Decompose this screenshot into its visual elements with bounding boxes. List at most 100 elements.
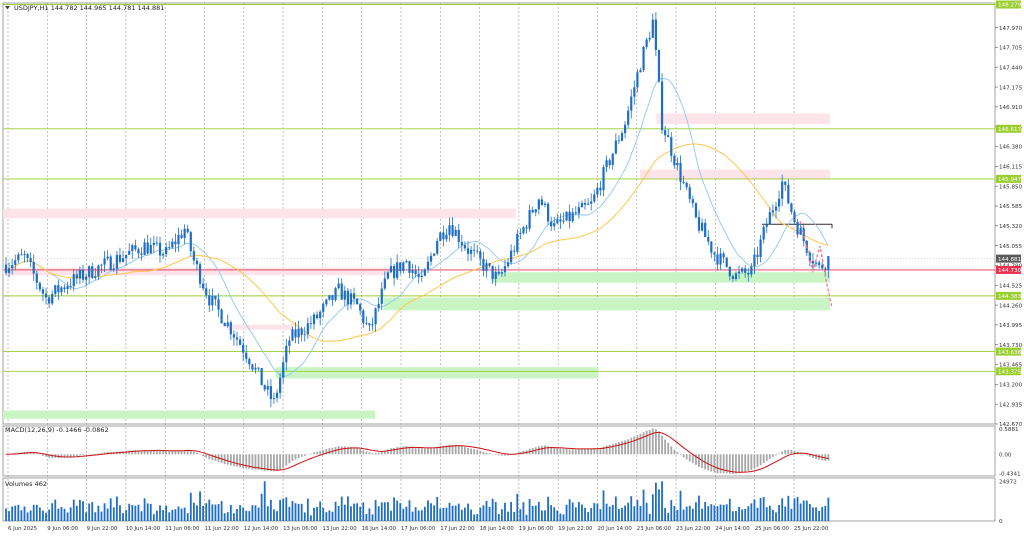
- volume-bar: [162, 510, 164, 521]
- macd-histogram-bar: [498, 454, 500, 455]
- level-price-tag[interactable]: 144.383: [996, 292, 1022, 300]
- macd-histogram-bar: [630, 438, 632, 454]
- volume-bar: [393, 497, 395, 521]
- candlestick[interactable]: [261, 368, 263, 385]
- macd-histogram-bar: [175, 451, 177, 454]
- candle-body: [636, 72, 638, 87]
- macd-histogram-bar: [224, 454, 226, 464]
- candlestick[interactable]: [565, 211, 567, 221]
- volume-bar: [726, 504, 728, 521]
- volume-bar: [661, 481, 663, 521]
- volume-bar: [538, 502, 540, 521]
- candle-body: [82, 270, 84, 280]
- macd-histogram-bar: [473, 449, 475, 454]
- candlestick[interactable]: [726, 257, 728, 267]
- candle-body: [529, 210, 531, 229]
- candlestick[interactable]: [695, 202, 697, 218]
- candle-body: [815, 262, 817, 263]
- current-price-tag[interactable]: 144.881: [996, 255, 1022, 263]
- candlestick[interactable]: [658, 49, 660, 83]
- volume-bar: [45, 513, 47, 521]
- macd-histogram-bar: [609, 445, 611, 454]
- macd-histogram-bar: [427, 448, 429, 454]
- time-axis-tick-label: 19 Jun 22:00: [558, 526, 593, 532]
- macd-histogram-bar: [267, 454, 269, 470]
- macd-histogram-bar: [486, 452, 488, 454]
- macd-histogram-bar: [750, 454, 752, 470]
- candle-body: [492, 266, 494, 279]
- candle-body: [488, 263, 490, 266]
- candle-body: [205, 288, 207, 295]
- candle-body: [673, 156, 675, 165]
- volume-bar: [236, 509, 238, 521]
- volume-bar: [338, 506, 340, 521]
- macd-histogram-bar: [538, 446, 540, 454]
- level-price-tag[interactable]: 143.638: [996, 348, 1022, 356]
- candle-body: [411, 270, 413, 272]
- candle-body: [291, 329, 293, 340]
- macd-histogram-bar: [569, 449, 571, 454]
- time-axis-tick-label: 9 Jun 22:00: [87, 526, 118, 532]
- macd-histogram-bar: [430, 448, 432, 454]
- volume-bar: [144, 498, 146, 521]
- volume-bar: [673, 506, 675, 521]
- level-price-tag[interactable]: 145.947: [996, 175, 1022, 183]
- level-price-tag[interactable]: 144.730: [996, 266, 1022, 274]
- volume-bar: [98, 506, 100, 521]
- volume-bar: [175, 509, 177, 521]
- candle-body: [575, 212, 577, 213]
- candle-body: [26, 254, 28, 258]
- macd-histogram-bar: [458, 445, 460, 454]
- candle-body: [507, 262, 509, 266]
- time-axis-tick-label: 10 Jun 14:00: [126, 526, 161, 532]
- macd-histogram-bar: [304, 454, 306, 456]
- level-price-tag[interactable]: 146.617: [996, 125, 1022, 133]
- candle-body: [461, 242, 463, 245]
- macd-histogram-bar: [190, 451, 192, 455]
- candle-body: [328, 295, 330, 299]
- volume-bar: [178, 506, 180, 521]
- candlestick[interactable]: [356, 298, 358, 305]
- volume-bar: [27, 512, 29, 521]
- candlestick[interactable]: [334, 287, 336, 302]
- volume-bar: [316, 507, 318, 521]
- candle-body: [633, 87, 635, 96]
- macd-histogram-bar: [369, 452, 371, 454]
- candlestick[interactable]: [387, 271, 389, 280]
- candlestick[interactable]: [661, 73, 663, 134]
- volume-bar: [436, 497, 438, 521]
- time-axis-tick-label: 13 Jun 06:00: [283, 526, 318, 532]
- volume-bar: [409, 500, 411, 521]
- price-axis-tick-label: 142.935: [999, 402, 1023, 408]
- volume-bar: [202, 506, 204, 521]
- volume-bar: [627, 503, 629, 521]
- candle-body: [606, 160, 608, 167]
- candlestick[interactable]: [110, 255, 112, 271]
- macd-label: MACD(12,26,9) -0.1466 -0.0862: [5, 426, 109, 434]
- macd-histogram-bar: [273, 454, 275, 471]
- candle-body: [153, 243, 155, 245]
- volume-bar: [390, 511, 392, 521]
- candle-body: [304, 334, 306, 335]
- candle-body: [350, 293, 352, 304]
- top-price-tag[interactable]: 148.279: [996, 0, 1022, 8]
- volume-bar: [646, 503, 648, 521]
- candle-body: [756, 255, 758, 257]
- volume-bar: [205, 503, 207, 521]
- candlestick[interactable]: [439, 231, 441, 241]
- volume-bar: [107, 509, 109, 521]
- volume-bar: [33, 505, 35, 521]
- macd-histogram-bar: [396, 447, 398, 454]
- candlestick[interactable]: [642, 46, 644, 72]
- macd-histogram-bar: [61, 454, 63, 458]
- candle-body: [227, 322, 229, 326]
- macd-histogram-bar: [310, 454, 312, 455]
- volume-bar: [313, 508, 315, 521]
- candlestick[interactable]: [221, 308, 223, 323]
- candle-body: [596, 188, 598, 195]
- macd-histogram-bar: [747, 454, 749, 471]
- level-price-tag[interactable]: 143.375: [996, 367, 1022, 375]
- volume-bar: [741, 509, 743, 521]
